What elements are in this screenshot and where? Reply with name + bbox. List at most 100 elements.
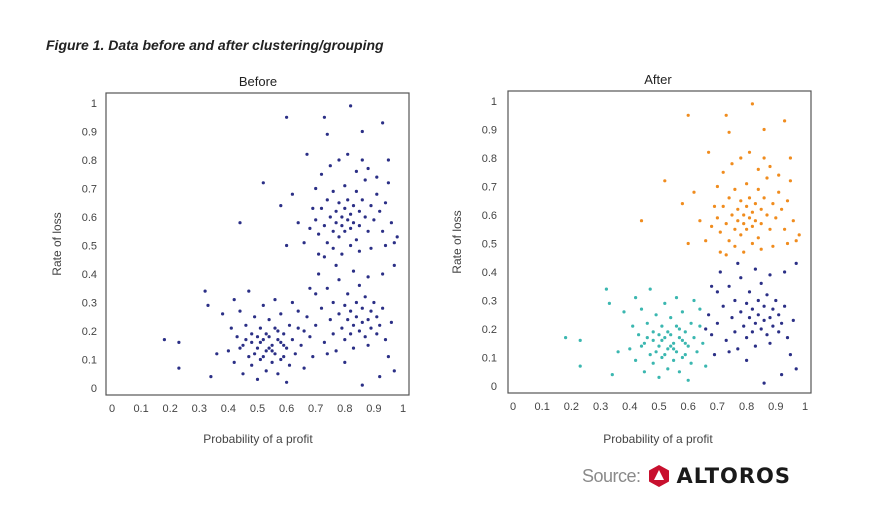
scatter-point: [317, 252, 321, 256]
x-tick-label: 0.4: [221, 403, 236, 415]
scatter-point: [346, 318, 350, 322]
scatter-point: [750, 102, 755, 106]
scatter-point: [663, 353, 667, 357]
scatter-point: [369, 246, 373, 250]
scatter-point: [780, 373, 784, 377]
scatter-point: [270, 349, 274, 353]
x-tick-label: 0.3: [593, 401, 608, 413]
y-tick-label: 0: [491, 381, 497, 393]
scatter-point: [750, 307, 755, 311]
scatter-point: [739, 233, 743, 237]
scatter-point: [765, 293, 769, 297]
scatter-point: [381, 306, 385, 310]
scatter-point: [334, 209, 338, 213]
after-y-axis-label: Rate of loss: [450, 210, 464, 273]
scatter-point: [768, 273, 772, 277]
scatter-point: [645, 321, 649, 325]
scatter-point: [712, 353, 717, 357]
scatter-point: [686, 378, 690, 382]
scatter-point: [759, 327, 763, 331]
scatter-point: [669, 344, 673, 348]
scatter-point: [325, 286, 329, 290]
scatter-point: [704, 239, 708, 243]
scatter-point: [383, 338, 388, 342]
scatter-point: [733, 244, 737, 248]
scatter-point: [299, 343, 303, 347]
after-plot-frame: [507, 90, 812, 394]
source-credit: Source: ALTOROS: [582, 464, 791, 488]
scatter-point: [747, 150, 752, 154]
scatter-point: [710, 224, 714, 228]
scatter-point: [610, 373, 614, 377]
scatter-point: [270, 343, 274, 347]
scatter-point: [314, 218, 318, 222]
scatter-point: [258, 340, 262, 344]
scatter-point: [331, 246, 335, 250]
scatter-point: [255, 335, 260, 339]
scatter-point: [177, 366, 181, 370]
scatter-point: [683, 353, 687, 357]
y-tick-label: 0: [91, 383, 97, 395]
scatter-point: [715, 321, 720, 325]
scatter-point: [692, 298, 696, 303]
y-tick-label: 0.5: [482, 239, 497, 251]
scatter-point: [651, 338, 655, 342]
scatter-point: [663, 301, 667, 305]
scatter-point: [639, 219, 644, 223]
scatter-point: [660, 355, 664, 360]
scatter-point: [386, 181, 390, 185]
scatter-point: [669, 316, 673, 320]
x-tick-label: 1: [802, 401, 808, 413]
before-panel: Before Rate of loss Probability of a pro…: [50, 74, 410, 446]
y-tick-label: 0.9: [82, 127, 97, 139]
scatter-point: [727, 350, 731, 354]
scatter-point: [340, 326, 344, 330]
scatter-point: [273, 298, 277, 302]
scatter-point: [785, 336, 790, 340]
y-tick-label: 0.9: [482, 125, 497, 137]
scatter-point: [232, 360, 236, 364]
scatter-point: [363, 215, 367, 219]
scatter-point: [325, 132, 329, 136]
scatter-point: [727, 284, 731, 288]
scatter-point: [616, 350, 620, 354]
scatter-point: [392, 241, 396, 245]
scatter-point: [698, 219, 702, 223]
scatter-point: [343, 184, 347, 188]
scatter-point: [337, 278, 341, 282]
scatter-point: [657, 344, 661, 348]
scatter-point: [285, 380, 289, 384]
before-x-axis-label: Probability of a profit: [203, 432, 313, 446]
scatter-point: [604, 287, 609, 291]
scatter-point: [343, 303, 347, 307]
scatter-point: [305, 152, 309, 156]
scatter-point: [762, 381, 766, 385]
scatter-point: [308, 335, 312, 339]
y-tick-label: 0.2: [82, 326, 97, 338]
scatter-point: [314, 292, 318, 296]
scatter-point: [302, 329, 306, 333]
scatter-point: [381, 229, 385, 233]
y-tick-label: 0.1: [82, 355, 97, 367]
scatter-point: [674, 324, 679, 328]
scatter-point: [264, 349, 268, 353]
scatter-point: [736, 207, 740, 211]
scatter-point: [366, 275, 370, 279]
scatter-point: [639, 344, 644, 348]
scatter-point: [704, 364, 708, 368]
scatter-point: [354, 169, 358, 173]
scatter-point: [334, 349, 338, 353]
scatter-point: [698, 324, 702, 328]
y-tick-label: 0.6: [82, 212, 97, 224]
scatter-point: [607, 301, 612, 305]
scatter-point: [325, 352, 329, 356]
scatter-point: [346, 198, 350, 202]
scatter-point: [255, 346, 260, 350]
scatter-point: [351, 269, 356, 273]
scatter-point: [745, 301, 749, 305]
scatter-point: [349, 332, 353, 336]
scatter-point: [276, 338, 280, 342]
scatter-point: [343, 360, 347, 364]
scatter-point: [322, 115, 326, 119]
scatter-point: [771, 202, 775, 206]
